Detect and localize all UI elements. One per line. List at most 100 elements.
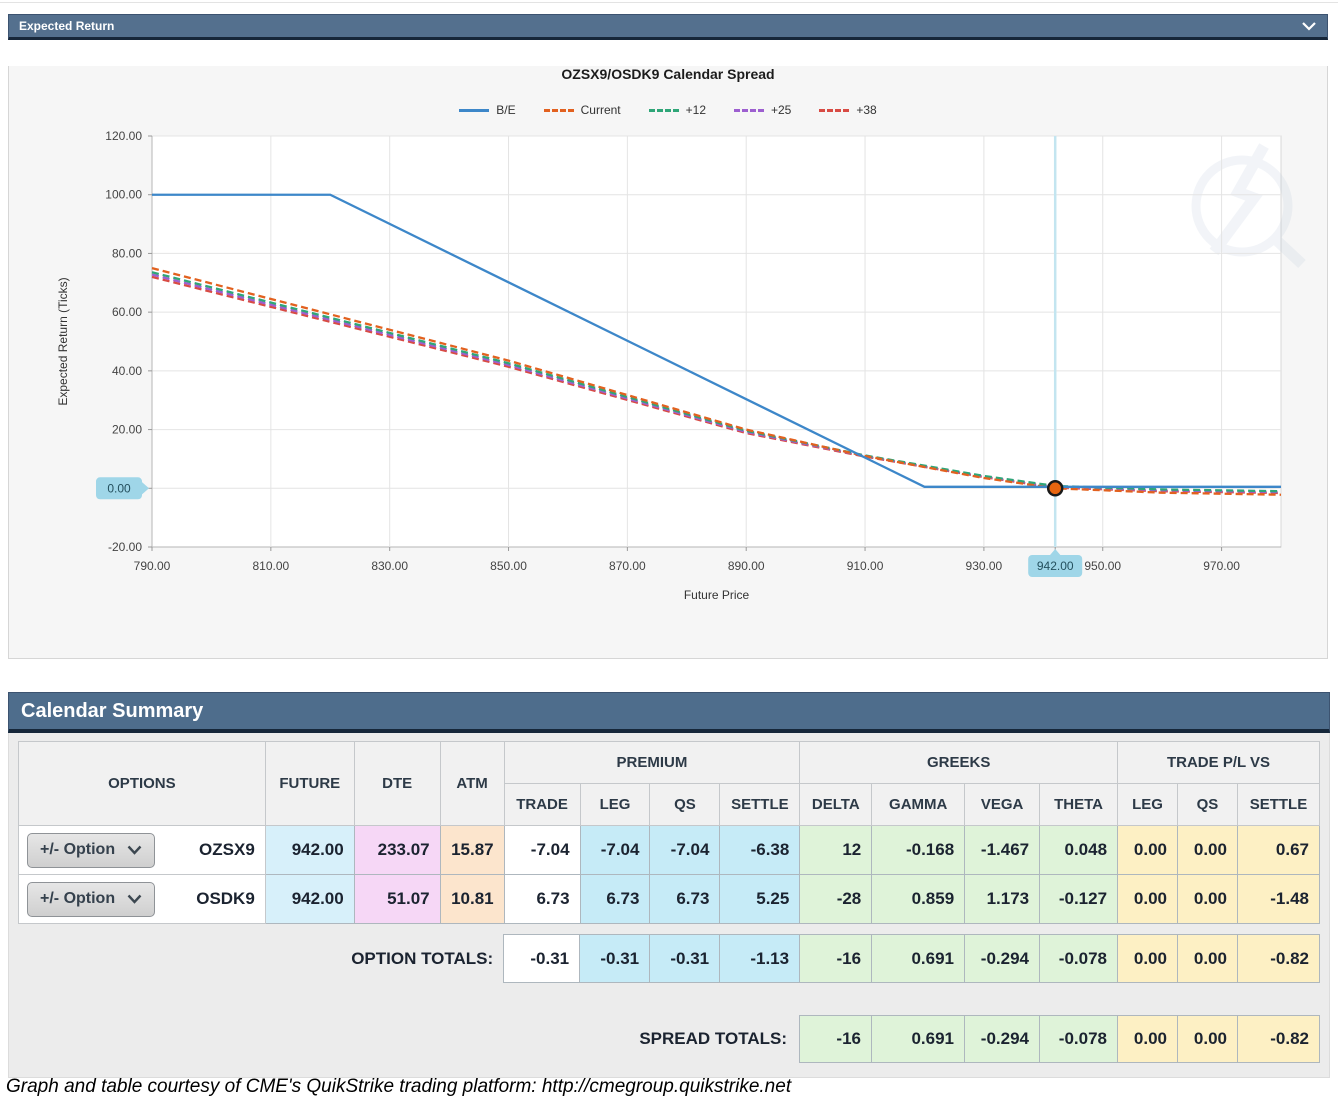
col-header-atm: ATM — [439, 741, 505, 826]
svg-text:890.00: 890.00 — [728, 559, 765, 573]
expected-return-header[interactable]: Expected Return — [8, 14, 1328, 40]
svg-text:910.00: 910.00 — [847, 559, 884, 573]
spread-total-pl-leg: 0.00 — [1117, 1015, 1178, 1063]
dte-value: 233.07 — [353, 825, 441, 875]
col-group-trade-pl: TRADE P/L VS — [1117, 741, 1320, 784]
legend-label: B/E — [496, 103, 516, 117]
atm-value: 10.81 — [439, 874, 505, 924]
col-header-vega: VEGA — [964, 783, 1041, 826]
option-total-gamma: 0.691 — [871, 934, 966, 983]
expected-return-title: Expected Return — [19, 19, 115, 33]
option-total-pl-leg: 0.00 — [1116, 934, 1178, 983]
selected-point-marker — [1046, 480, 1064, 497]
legend-item--12: +12 — [648, 103, 706, 117]
svg-text:100.00: 100.00 — [105, 188, 142, 202]
svg-text:20.00: 20.00 — [112, 423, 142, 437]
svg-text:810.00: 810.00 — [252, 559, 289, 573]
expected-return-panel: Expected Return OZSX9/OSDK9 Calendar Spr… — [8, 14, 1328, 659]
col-header-pl-settle: SETTLE — [1236, 783, 1321, 826]
option-total-leg: -0.31 — [579, 934, 651, 983]
col-header-theta: THETA — [1039, 783, 1119, 826]
col-header-delta: DELTA — [799, 783, 873, 826]
legend-label: Current — [580, 103, 621, 117]
chevron-down-icon[interactable] — [1301, 21, 1317, 31]
col-header-gamma: GAMMA — [871, 783, 966, 826]
svg-text:870.00: 870.00 — [609, 559, 646, 573]
option-symbol: OSDK9 — [196, 889, 255, 908]
col-header-pl-qs: QS — [1177, 783, 1238, 826]
calendar-summary-panel: Calendar Summary OPTIONS FUTURE DTE ATM … — [8, 692, 1330, 1078]
option-dropdown-label: +/- Option — [40, 890, 116, 907]
spread-total-vega: -0.294 — [964, 1015, 1040, 1063]
option-symbol: OZSX9 — [199, 840, 255, 859]
future-value: 942.00 — [264, 874, 355, 924]
options-cell: +/- Option OZSX9 — [18, 825, 266, 875]
legend-label: +38 — [856, 103, 877, 117]
legend-item--25: +25 — [734, 103, 791, 117]
spread-totals-row: -16 0.691 -0.294 -0.078 0.00 0.00 -0.82 — [799, 1015, 1320, 1063]
svg-text:970.00: 970.00 — [1203, 559, 1240, 573]
theta-value: 0.048 — [1039, 825, 1119, 875]
legend-item--38: +38 — [819, 103, 877, 117]
legend-line-swatch — [734, 108, 764, 112]
option-total-theta: -0.078 — [1039, 934, 1118, 983]
option-totals-label: OPTION TOTALS: — [351, 948, 494, 968]
col-group-greeks: GREEKS — [799, 741, 1119, 784]
options-cell: +/- Option OSDK9 — [18, 874, 266, 924]
col-group-premium: PREMIUM — [503, 741, 801, 784]
vega-value: -1.467 — [964, 825, 1041, 875]
leg-value: -7.04 — [579, 825, 651, 875]
qs-value: 6.73 — [649, 874, 721, 924]
svg-text:790.00: 790.00 — [134, 559, 171, 573]
option-dropdown-button[interactable]: +/- Option — [27, 881, 156, 917]
svg-text:0.00: 0.00 — [107, 481, 131, 495]
leg-value: 6.73 — [579, 874, 651, 924]
svg-text:-20.00: -20.00 — [108, 540, 142, 554]
page-top-divider — [0, 2, 1338, 3]
option-total-pl-qs: 0.00 — [1176, 934, 1238, 983]
x-axis-ticks: 790.00 810.00 830.00 850.00 870.00 890.00 910.… — [134, 547, 1240, 577]
legend-label: +12 — [685, 103, 706, 117]
summary-row-ozsx9: +/- Option OZSX9 942.00 233.07 15.87 -7.04 -7.… — [18, 825, 1321, 875]
svg-text:830.00: 830.00 — [371, 559, 408, 573]
calendar-summary-body: OPTIONS FUTURE DTE ATM PREMIUM GREEKS TR… — [8, 733, 1330, 1078]
col-header-trade: TRADE — [503, 783, 581, 826]
col-header-dte: DTE — [353, 741, 441, 826]
series--12 — [151, 271, 1282, 493]
option-totals-table: OPTION TOTALS: -0.31 -0.31 -0.31 -1.13 -16 0.6… — [18, 934, 1321, 983]
svg-text:950.00: 950.00 — [1084, 559, 1121, 573]
dte-value: 51.07 — [353, 874, 441, 924]
pl-leg-value: 0.00 — [1117, 825, 1178, 875]
svg-text:120.00: 120.00 — [105, 129, 142, 143]
calendar-summary-header: Calendar Summary — [8, 692, 1330, 733]
gridlines — [151, 135, 1281, 548]
option-dropdown-button[interactable]: +/- Option — [27, 832, 156, 868]
svg-text:942.00: 942.00 — [1037, 559, 1074, 573]
svg-text:60.00: 60.00 — [112, 305, 142, 319]
svg-text:850.00: 850.00 — [490, 559, 527, 573]
settle-value: -6.38 — [719, 825, 801, 875]
col-header-options: OPTIONS — [18, 741, 266, 826]
settle-value: 5.25 — [719, 874, 801, 924]
option-total-vega: -0.294 — [964, 934, 1040, 983]
y-axis-ticks: 120.00 100.00 80.00 60.00 40.00 20.00 0.00 -20.… — [96, 129, 152, 554]
col-header-leg: LEG — [579, 783, 651, 826]
gamma-value: -0.168 — [871, 825, 966, 875]
gamma-value: 0.859 — [871, 874, 966, 924]
summary-row-osdk9: +/- Option OSDK9 942.00 51.07 10.81 6.73 6.73 6… — [18, 874, 1321, 924]
option-dropdown-label: +/- Option — [40, 841, 116, 858]
col-header-qs: QS — [649, 783, 721, 826]
option-totals-row: OPTION TOTALS: -0.31 -0.31 -0.31 -1.13 -16 0.6… — [18, 934, 1321, 983]
pl-settle-value: -1.48 — [1236, 874, 1321, 924]
svg-text:930.00: 930.00 — [966, 559, 1003, 573]
svg-text:40.00: 40.00 — [112, 364, 142, 378]
expected-return-chart[interactable]: 120.00 100.00 80.00 60.00 40.00 20.00 0.00 -20.… — [9, 121, 1329, 609]
legend-label: +25 — [771, 103, 792, 117]
legend-item-b-e: B/E — [459, 103, 516, 117]
chevron-down-icon — [127, 845, 142, 855]
pl-settle-value: 0.67 — [1236, 825, 1321, 875]
theta-value: -0.127 — [1039, 874, 1119, 924]
pl-qs-value: 0.00 — [1177, 874, 1238, 924]
trade-value: 6.73 — [503, 874, 581, 924]
